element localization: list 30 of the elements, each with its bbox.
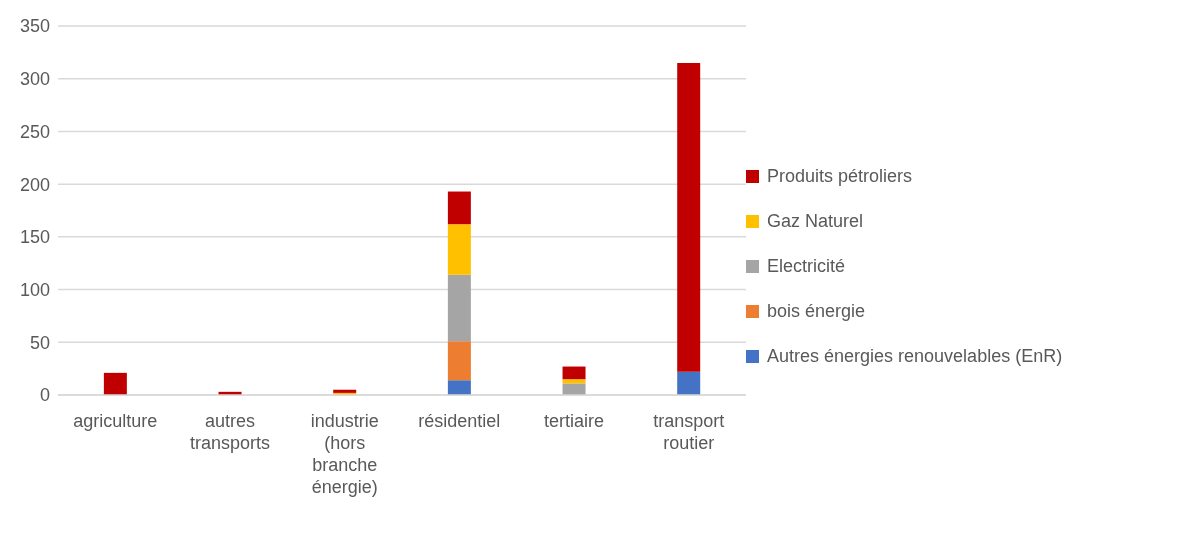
bar xyxy=(447,191,471,225)
y-tick-label: 250 xyxy=(19,121,50,142)
x-tick-label: agriculture xyxy=(73,411,158,431)
bar xyxy=(447,274,471,342)
legend-label: Electricité xyxy=(767,256,846,277)
bar xyxy=(103,372,127,395)
y-tick-label: 150 xyxy=(19,227,50,248)
y-tick-label: 100 xyxy=(19,279,50,300)
bar xyxy=(677,371,701,395)
legend-label: bois énergie xyxy=(767,301,866,322)
bar xyxy=(447,380,471,395)
y-tick-label: 350 xyxy=(19,16,50,37)
x-tick-label: industrie (hors branche énergie) xyxy=(310,411,379,497)
legend-label: Gaz Naturel xyxy=(767,211,864,232)
bar xyxy=(562,383,586,395)
y-tick-label: 0 xyxy=(39,385,50,406)
x-tick-label: transport routier xyxy=(653,411,725,453)
legend-label: Produits pétroliers xyxy=(767,166,913,187)
y-tick-label: 300 xyxy=(19,69,50,90)
x-tick-label: résidentiel xyxy=(418,411,501,431)
x-tick-label: tertiaire xyxy=(543,411,605,431)
bar xyxy=(677,62,701,372)
y-tick-label: 50 xyxy=(29,332,50,353)
x-tick-label: autres transports xyxy=(189,411,271,453)
bar xyxy=(447,224,471,275)
bar xyxy=(562,366,586,380)
bar xyxy=(447,341,471,381)
y-tick-label: 200 xyxy=(19,174,50,195)
legend-label: Autres énergies renouvelables (EnR) xyxy=(767,346,1063,367)
bar xyxy=(562,379,586,384)
